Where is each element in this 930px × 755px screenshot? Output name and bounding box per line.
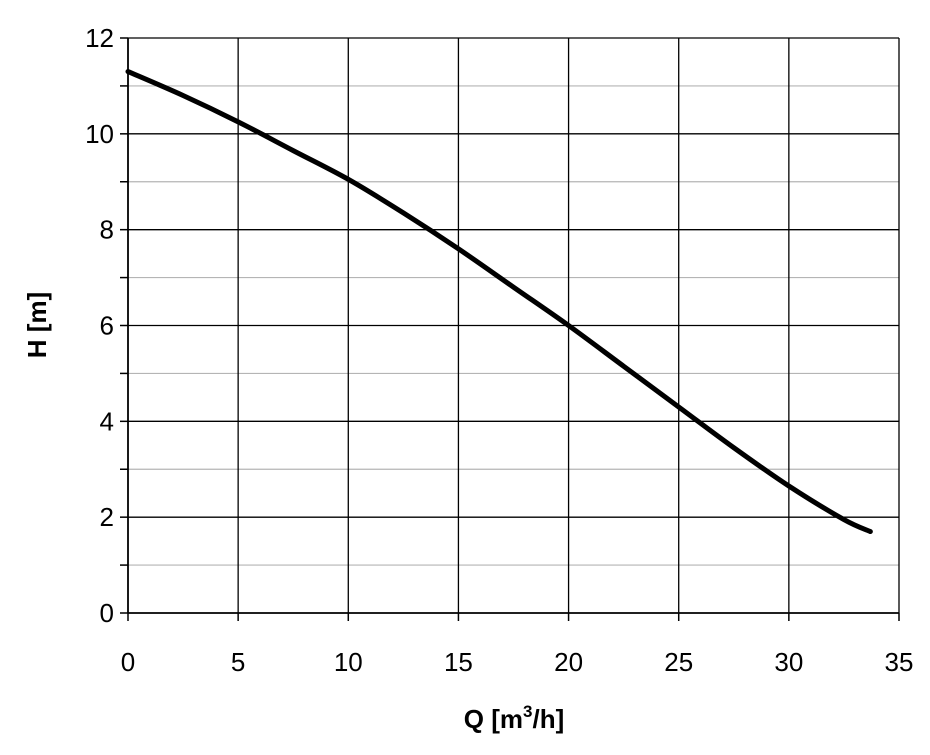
y-tick-label: 4 [100,406,114,436]
series-line [125,69,873,535]
x-axis-title-main: Q [m [464,704,523,734]
y-axis-title: H [m] [22,292,52,358]
x-tick-label: 35 [885,647,914,677]
y-tick-label: 6 [100,311,114,341]
x-axis-title-tail: /h] [532,704,564,734]
x-tick-label: 0 [121,647,135,677]
x-tick-label: 10 [334,647,363,677]
tick-labels: 0 2 4 6 8 10 12 0 5 10 15 20 25 30 35 [85,23,913,677]
x-tick-label: 5 [231,647,245,677]
x-tick-label: 15 [444,647,473,677]
y-tick-label: 2 [100,502,114,532]
axes [120,37,900,621]
series [125,69,873,535]
x-axis-title: Q [m3/h] [464,702,564,734]
y-tick-label: 10 [85,119,114,149]
y-tick-label: 12 [85,23,114,53]
x-tick-label: 20 [554,647,583,677]
y-tick-label: 0 [100,598,114,628]
y-tick-label: 8 [100,215,114,245]
x-tick-label: 30 [774,647,803,677]
x-axis-title-superscript: 3 [523,702,532,721]
x-tick-label: 25 [664,647,693,677]
